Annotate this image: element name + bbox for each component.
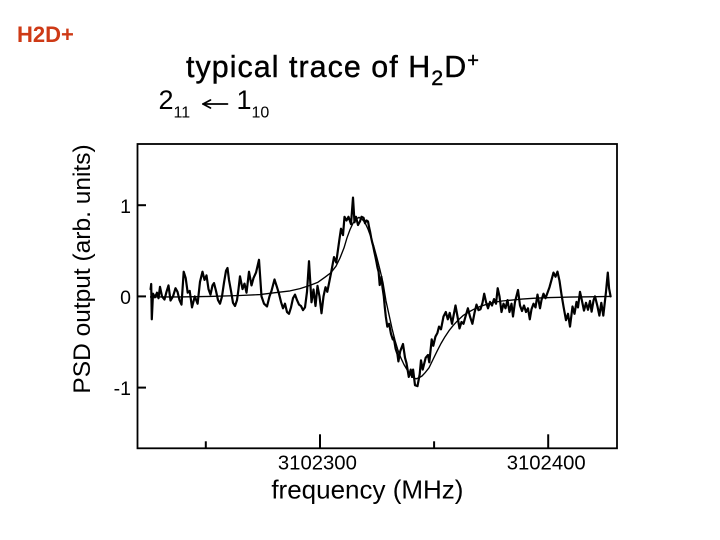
svg-text:211: 211	[159, 85, 191, 122]
svg-text:0: 0	[120, 287, 131, 309]
svg-text:-1: -1	[114, 378, 131, 400]
svg-text:3102300: 3102300	[278, 452, 357, 474]
svg-text:H2D+: H2D+	[17, 22, 74, 47]
svg-text:PSD output (arb. units): PSD output (arb. units)	[69, 144, 96, 393]
svg-text:typical trace of H2D+: typical trace of H2D+	[186, 50, 480, 90]
svg-text:110: 110	[237, 85, 270, 122]
svg-text:3102400: 3102400	[507, 452, 586, 474]
svg-text:frequency (MHz): frequency (MHz)	[271, 475, 463, 505]
svg-text:1: 1	[120, 196, 131, 218]
